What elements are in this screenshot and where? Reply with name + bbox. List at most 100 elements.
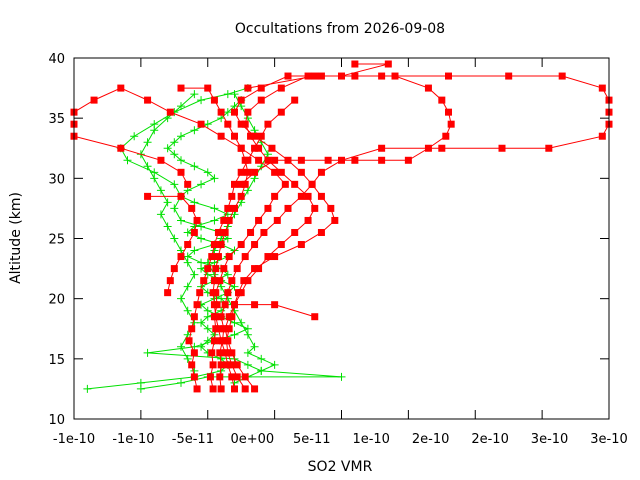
green-point	[190, 90, 199, 99]
green-point	[143, 162, 152, 171]
green-series	[136, 90, 199, 375]
red-point	[311, 313, 319, 321]
red-point	[284, 156, 292, 164]
green-point	[197, 180, 206, 189]
red-point	[221, 325, 229, 333]
red-point	[257, 84, 265, 92]
red-point	[231, 132, 238, 140]
red-point	[445, 72, 452, 80]
red-series	[144, 192, 201, 297]
green-point	[337, 372, 346, 381]
series-layer	[70, 60, 613, 393]
red-point	[251, 301, 259, 309]
red-point	[209, 361, 217, 369]
red-series	[70, 84, 289, 393]
x-tick-label: 5e-11	[293, 432, 331, 447]
green-point	[210, 204, 219, 213]
green-point	[257, 354, 266, 363]
red-point	[384, 60, 392, 68]
red-point	[214, 253, 222, 261]
green-point	[197, 96, 206, 105]
red-point	[233, 361, 241, 369]
green-point	[203, 324, 212, 333]
red-series-line	[225, 75, 452, 390]
red-point	[228, 277, 236, 285]
green-point	[243, 330, 252, 339]
red-point	[498, 144, 506, 152]
red-point	[291, 180, 299, 188]
red-point	[291, 96, 299, 104]
red-point	[177, 192, 185, 200]
red-point	[598, 84, 606, 92]
green-point	[156, 210, 165, 219]
green-point	[150, 126, 159, 135]
red-point	[144, 192, 152, 200]
red-point	[251, 168, 259, 176]
green-point	[170, 180, 179, 189]
red-point	[255, 216, 263, 224]
red-point	[188, 204, 196, 212]
red-point	[225, 325, 233, 333]
red-point	[209, 385, 217, 393]
red-point	[271, 156, 279, 164]
green-point	[203, 120, 212, 129]
red-point	[231, 108, 238, 116]
green-point	[203, 306, 212, 315]
red-point	[220, 265, 228, 273]
red-point	[251, 144, 259, 152]
red-point	[166, 108, 174, 116]
green-point	[177, 342, 185, 351]
y-tick-label: 30	[48, 172, 65, 187]
green-point	[177, 216, 185, 225]
red-point	[317, 192, 325, 200]
red-point	[241, 373, 249, 381]
green-point	[190, 270, 199, 279]
red-point	[438, 96, 446, 104]
red-point	[271, 301, 279, 309]
red-point	[177, 84, 185, 92]
red-point	[184, 241, 192, 249]
red-point	[255, 265, 263, 273]
red-point	[217, 108, 225, 116]
red-point	[257, 96, 265, 104]
red-point	[216, 349, 224, 357]
red-point	[193, 385, 201, 393]
green-series	[203, 90, 279, 387]
red-point	[297, 156, 305, 164]
red-point	[184, 180, 192, 188]
red-point	[217, 361, 225, 369]
red-point	[217, 337, 225, 345]
red-point	[247, 132, 255, 140]
green-point	[257, 366, 266, 375]
x-axis-title: SO2 VMR	[308, 459, 373, 475]
red-point	[117, 144, 125, 152]
x-tick-label: 3e-10	[590, 432, 628, 447]
red-point	[297, 241, 305, 249]
red-point	[233, 373, 241, 381]
red-point	[273, 216, 281, 224]
green-point	[170, 204, 179, 213]
red-point	[351, 60, 359, 68]
red-point	[442, 132, 450, 140]
red-point	[170, 265, 178, 273]
red-point	[231, 301, 238, 309]
green-point	[183, 306, 192, 315]
red-point	[251, 265, 259, 273]
red-series-line	[147, 195, 198, 293]
red-point	[277, 84, 285, 92]
red-point	[240, 277, 248, 285]
red-point	[212, 265, 220, 273]
red-point	[317, 168, 325, 176]
red-point	[231, 385, 238, 393]
red-point	[190, 228, 198, 236]
red-point	[324, 156, 332, 164]
red-point	[251, 385, 259, 393]
red-point	[228, 373, 236, 381]
red-point	[216, 277, 224, 285]
green-point	[210, 174, 219, 183]
red-point	[228, 192, 236, 200]
red-point	[237, 96, 245, 104]
red-point	[327, 204, 335, 212]
red-point	[277, 168, 285, 176]
